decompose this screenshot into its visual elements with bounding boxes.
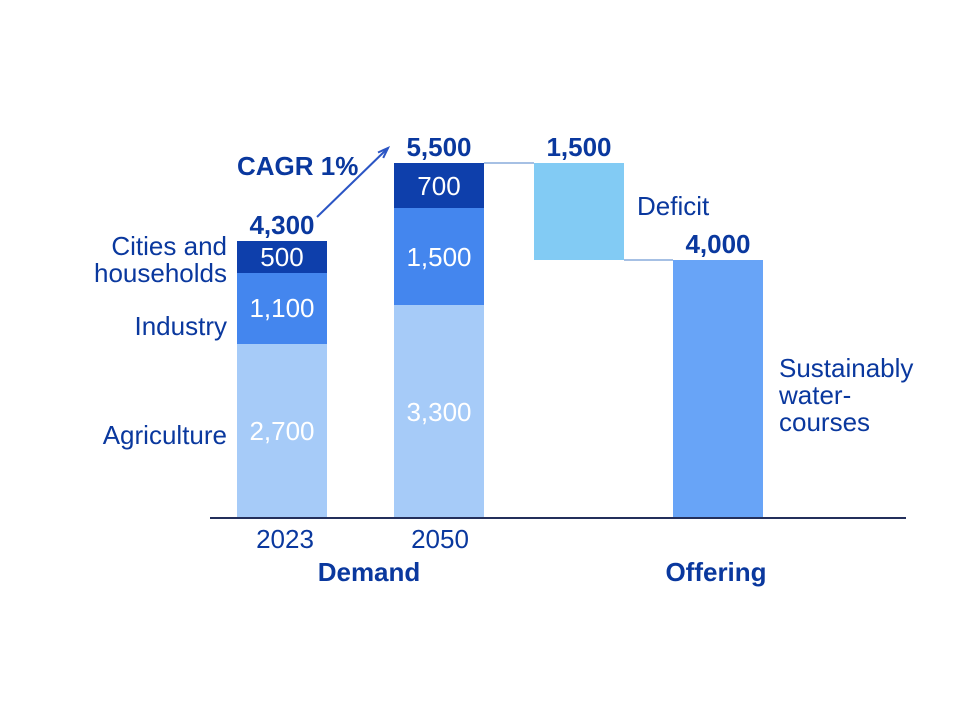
- total-label-demand-2050: 5,500: [406, 132, 472, 163]
- deficit-annotation: Deficit: [637, 191, 710, 221]
- total-label-deficit: 1,500: [546, 132, 612, 163]
- segment-value-label: 1,100: [249, 293, 315, 324]
- bar-segment-demand-2050-cities-and-households: 700: [394, 163, 484, 209]
- segment-value-label: 3,300: [406, 396, 472, 427]
- bar-segment-demand-2050-agriculture: 3,300: [394, 305, 484, 518]
- segment-value-label: 2,700: [249, 415, 315, 446]
- cagr-label: CAGR 1%: [237, 151, 359, 181]
- group-label-demand: Demand: [317, 557, 421, 587]
- segment-value-label: 700: [417, 170, 461, 201]
- legend-cities-households: Cities and households: [94, 231, 227, 288]
- group-label-offering: Offering: [665, 557, 767, 587]
- bar-segment-demand-2023-agriculture: 2,700: [237, 343, 327, 518]
- legend-industry: Industry: [134, 311, 228, 341]
- bar-segment-offering-sustainably-watercourses: [673, 260, 763, 518]
- bar-segment-demand-2050-industry: 1,500: [394, 208, 484, 306]
- sustainably-watercourses-annotation: Sustainably water- courses: [779, 353, 914, 437]
- bar-segment-demand-2023-cities-and-households: 500: [237, 240, 327, 273]
- segment-value-label: 1,500: [406, 241, 472, 272]
- tick-2050: 2050: [411, 524, 469, 554]
- connector-demand-to-deficit: [484, 162, 534, 165]
- total-label-offering: 4,000: [685, 229, 751, 259]
- segment-value-label: 500: [260, 241, 304, 272]
- tick-2023: 2023: [256, 524, 314, 554]
- bar-segment-demand-2023-industry: 1,100: [237, 272, 327, 344]
- legend-agriculture: Agriculture: [102, 420, 227, 450]
- total-label-demand-2023: 4,300: [249, 209, 315, 240]
- connector-deficit-to-offering: [624, 259, 673, 261]
- bar-segment-deficit-deficit: [534, 163, 624, 260]
- x-axis-line: [210, 517, 906, 519]
